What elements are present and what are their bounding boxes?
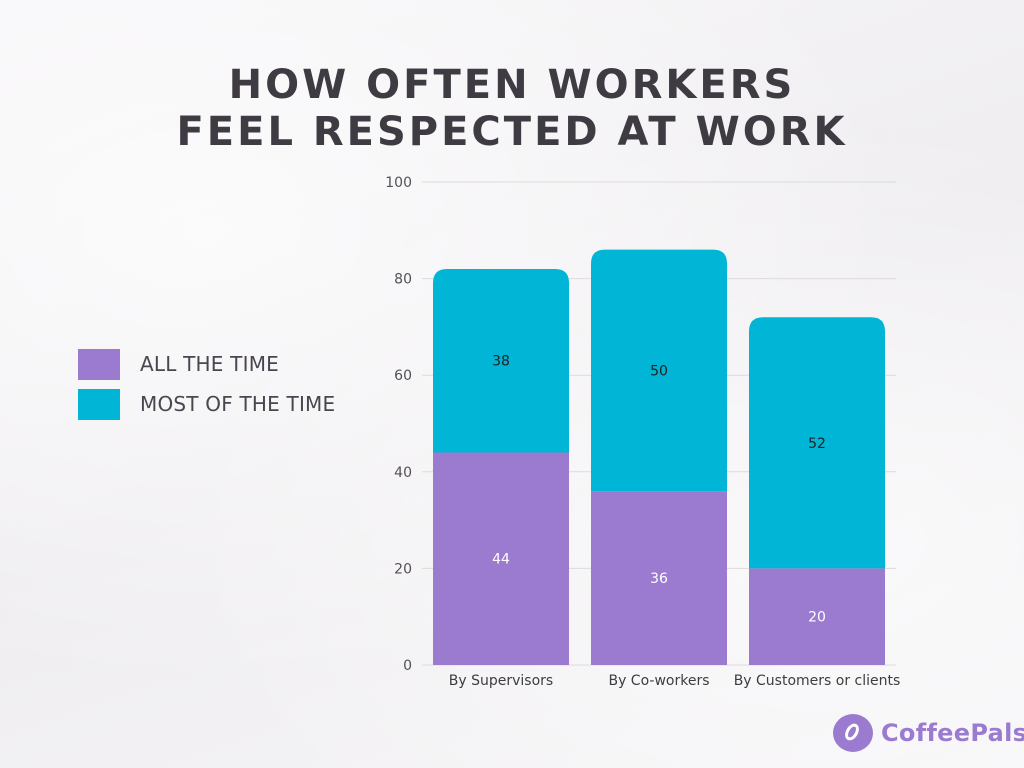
bar-all-the-time-2 [749, 568, 885, 665]
y-tick-label-60: 60 [394, 368, 412, 384]
legend-label-all-the-time: ALL THE TIME [140, 352, 279, 376]
logo-text: CoffeePals [881, 719, 1024, 747]
bar-all-the-time-0 [433, 452, 569, 665]
y-tick-label-20: 20 [394, 561, 412, 577]
legend-item-most-of-the-time: MOST OF THE TIME [78, 388, 335, 420]
bar-most-of-the-time-0 [433, 268, 569, 453]
legend-label-most-of-the-time: MOST OF THE TIME [140, 392, 336, 416]
x-tick-label-2: By Customers or clients [734, 673, 901, 689]
legend-swatch-all-the-time [78, 348, 120, 380]
data-label-all-the-time-1: 36 [650, 571, 668, 587]
legend: ALL THE TIME MOST OF THE TIME [78, 348, 335, 428]
data-label-most-of-the-time-1: 50 [650, 363, 668, 379]
chart-title-line-2: FEEL RESPECTED AT WORK [176, 109, 848, 155]
data-label-most-of-the-time-2: 52 [808, 436, 826, 452]
logo: CoffeePals [833, 714, 1024, 752]
bar-most-of-the-time-2 [749, 317, 885, 569]
data-label-all-the-time-2: 20 [808, 610, 826, 626]
y-tick-label-100: 100 [385, 175, 412, 191]
legend-item-all-the-time: ALL THE TIME [78, 348, 335, 380]
data-label-most-of-the-time-0: 38 [492, 354, 510, 370]
coffee-bean-icon [833, 714, 873, 752]
chart-title-line-1: HOW OFTEN WORKERS [228, 62, 796, 108]
bar-all-the-time-1 [591, 491, 727, 665]
y-tick-label-0: 0 [403, 658, 412, 674]
y-tick-label-80: 80 [394, 272, 412, 288]
bar-most-of-the-time-1 [591, 249, 727, 492]
x-tick-label-1: By Co-workers [608, 673, 709, 689]
data-label-all-the-time-0: 44 [492, 552, 510, 568]
y-tick-label-40: 40 [394, 465, 412, 481]
x-tick-label-0: By Supervisors [449, 673, 553, 689]
chart-title: HOW OFTEN WORKERS FEEL RESPECTED AT WORK [0, 62, 1024, 156]
legend-swatch-most-of-the-time [78, 388, 120, 420]
